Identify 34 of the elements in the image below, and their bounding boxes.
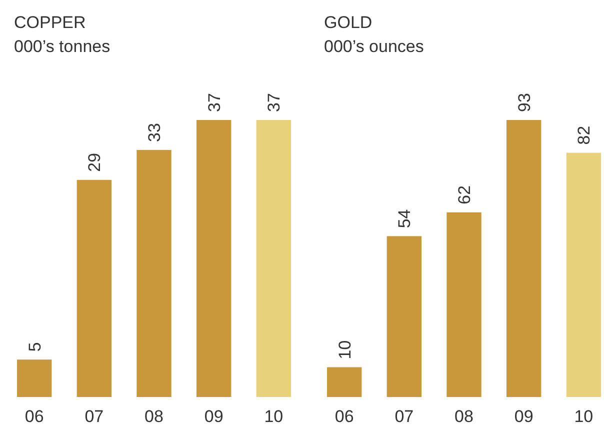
- data-label: 82: [574, 126, 594, 145]
- bar: [566, 152, 602, 397]
- data-label: 54: [395, 209, 414, 228]
- data-label: 5: [25, 342, 44, 352]
- data-label: 10: [335, 340, 354, 360]
- x-tick-label: 10: [574, 407, 594, 426]
- data-label: 33: [145, 123, 164, 142]
- bar: [506, 120, 542, 397]
- chart-title: GOLD: [324, 13, 372, 32]
- x-tick-label: 06: [24, 407, 44, 426]
- x-tick-label: 06: [334, 407, 354, 426]
- bar: [196, 120, 232, 397]
- x-tick-label: 07: [84, 407, 104, 426]
- bar: [256, 120, 292, 397]
- x-tick-label: 08: [454, 407, 474, 426]
- data-label: 62: [455, 185, 474, 204]
- data-label: 37: [204, 93, 224, 112]
- bar: [16, 360, 52, 397]
- x-tick-label: 08: [144, 407, 164, 426]
- data-label: 37: [264, 93, 284, 112]
- x-tick-label: 07: [394, 407, 414, 426]
- bar: [136, 150, 172, 397]
- bar: [76, 180, 112, 397]
- bar: [386, 236, 422, 397]
- x-tick-label: 09: [514, 407, 534, 426]
- x-tick-label: 09: [204, 407, 224, 426]
- bar: [326, 367, 362, 397]
- chart-title: COPPER: [14, 13, 86, 32]
- chart-subtitle: 000’s tonnes: [14, 37, 110, 56]
- x-tick-label: 10: [264, 407, 284, 426]
- chart-subtitle: 000’s ounces: [324, 37, 424, 56]
- data-label: 29: [85, 152, 104, 172]
- bar: [446, 212, 482, 397]
- data-label: 93: [514, 93, 534, 112]
